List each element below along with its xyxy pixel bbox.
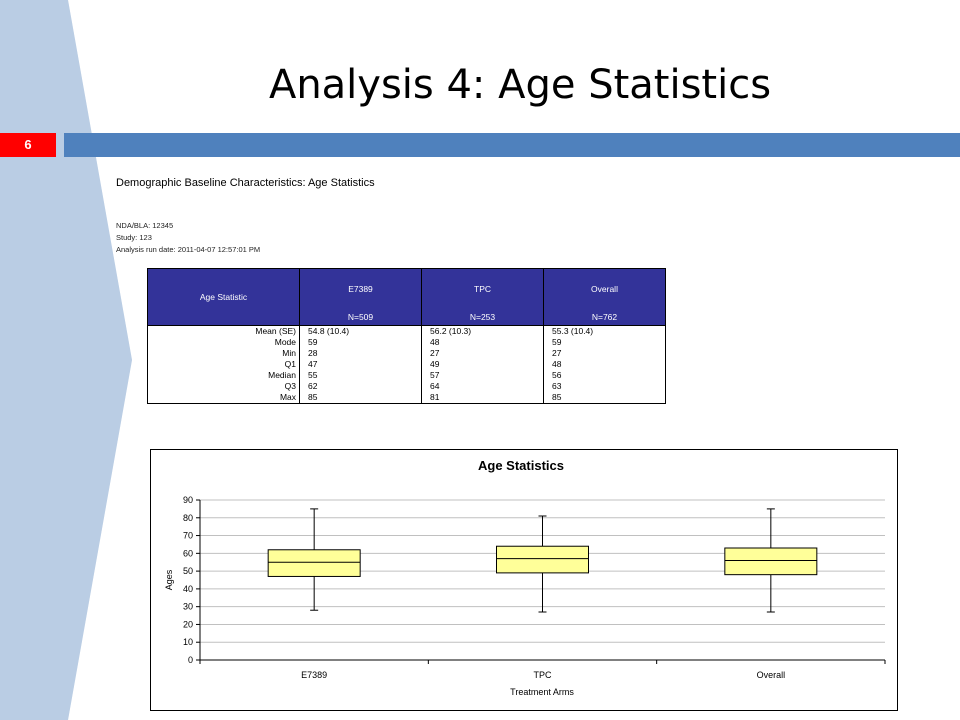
meta-study: Study: 123 (116, 233, 152, 242)
box-iqr (496, 545, 589, 574)
slide-number: 6 (0, 133, 56, 157)
box-overall (724, 508, 818, 613)
meta-run-date: Analysis run date: 2011-04-07 12:57:01 P… (116, 245, 261, 254)
cell-value: 48 (543, 359, 666, 370)
x-tick-labels: E7389 TPC Overall (199, 660, 886, 680)
cell-value: 64 (421, 381, 544, 392)
chart-frame (150, 449, 898, 711)
cell-value: 56 (543, 370, 666, 381)
header-name: Overall (591, 284, 618, 294)
header-overall: Overall N=762 (543, 268, 666, 326)
cell-value: 54.8 (10.4) (299, 325, 422, 337)
header-n: N=253 (469, 312, 496, 322)
cell-value: 56.2 (10.3) (421, 325, 544, 337)
header-name: TPC (474, 284, 491, 294)
y-axis-label: Ages (164, 569, 174, 590)
x-tick-label: E7389 (301, 670, 327, 680)
row-label: Q1 (147, 359, 300, 370)
slide-title: Analysis 4: Age Statistics (268, 62, 772, 108)
row-label: Q3 (147, 381, 300, 392)
y-tick-label: 40 (183, 584, 193, 594)
table-row: Max 85 81 85 (147, 392, 666, 404)
y-tick-labels: 0 10 20 30 40 50 60 70 80 90 (183, 495, 193, 665)
y-tick-label: 70 (183, 531, 193, 541)
cell-value: 85 (543, 392, 666, 404)
cell-value: 27 (543, 348, 666, 359)
y-tick-label: 80 (183, 513, 193, 523)
cell-value: 55 (299, 370, 422, 381)
row-label: Mean (SE) (147, 325, 300, 337)
table-row: Median 55 57 56 (147, 370, 666, 381)
cell-value: 81 (421, 392, 544, 404)
y-tick-label: 90 (183, 495, 193, 505)
y-tick-label: 50 (183, 566, 193, 576)
box-iqr (267, 549, 361, 577)
sidebar-band-light (0, 0, 132, 720)
row-label: Median (147, 370, 300, 381)
box-iqr (724, 547, 818, 576)
row-label: Mode (147, 337, 300, 348)
x-tick-label: TPC (534, 670, 553, 680)
header-n: N=762 (591, 312, 618, 322)
cell-value: 49 (421, 359, 544, 370)
cell-value: 59 (543, 337, 666, 348)
cell-value: 62 (299, 381, 422, 392)
table-row: Mode 59 48 59 (147, 337, 666, 348)
age-statistics-table: Age Statistic E7389 N=509 TPC N=253 Overal… (147, 268, 666, 404)
table-row: Q1 47 49 48 (147, 359, 666, 370)
y-tick-label: 60 (183, 548, 193, 558)
cell-value: 59 (299, 337, 422, 348)
report-title: Demographic Baseline Characteristics: Ag… (116, 177, 375, 189)
y-tick-label: 20 (183, 619, 193, 629)
y-tick-label: 10 (183, 637, 193, 647)
chart-title: Age Statistics (478, 458, 564, 473)
box-tpc (496, 515, 589, 613)
header-age-statistic: Age Statistic (147, 268, 300, 326)
table-row: Q3 62 64 63 (147, 381, 666, 392)
age-statistics-boxplot: Age Statistics 0 10 20 30 40 50 60 70 80 90 E7389… (150, 449, 898, 711)
y-tick-label: 0 (188, 655, 193, 665)
box-series (267, 508, 818, 613)
cell-value: 48 (421, 337, 544, 348)
cell-value: 47 (299, 359, 422, 370)
header-e7389: E7389 N=509 (299, 268, 422, 326)
sidebar-band-mid (0, 0, 132, 720)
x-axis-label: Treatment Arms (510, 687, 574, 697)
cell-value: 27 (421, 348, 544, 359)
table-header-row: Age Statistic E7389 N=509 TPC N=253 Overal… (147, 268, 666, 326)
header-tpc: TPC N=253 (421, 268, 544, 326)
header-n: N=509 (347, 312, 374, 322)
header-bar (64, 133, 960, 157)
table-row: Min 28 27 27 (147, 348, 666, 359)
cell-value: 63 (543, 381, 666, 392)
cell-value: 85 (299, 392, 422, 404)
y-tick-label: 30 (183, 602, 193, 612)
cell-value: 28 (299, 348, 422, 359)
table-row: Mean (SE) 54.8 (10.4) 56.2 (10.3) 55.3 (… (147, 325, 666, 337)
x-tick-label: Overall (757, 670, 786, 680)
row-label: Min (147, 348, 300, 359)
meta-nda: NDA/BLA: 12345 (116, 221, 174, 230)
cell-value: 57 (421, 370, 544, 381)
box-e7389 (267, 508, 361, 611)
row-label: Max (147, 392, 300, 404)
header-name: E7389 (348, 284, 373, 294)
cell-value: 55.3 (10.4) (543, 325, 666, 337)
